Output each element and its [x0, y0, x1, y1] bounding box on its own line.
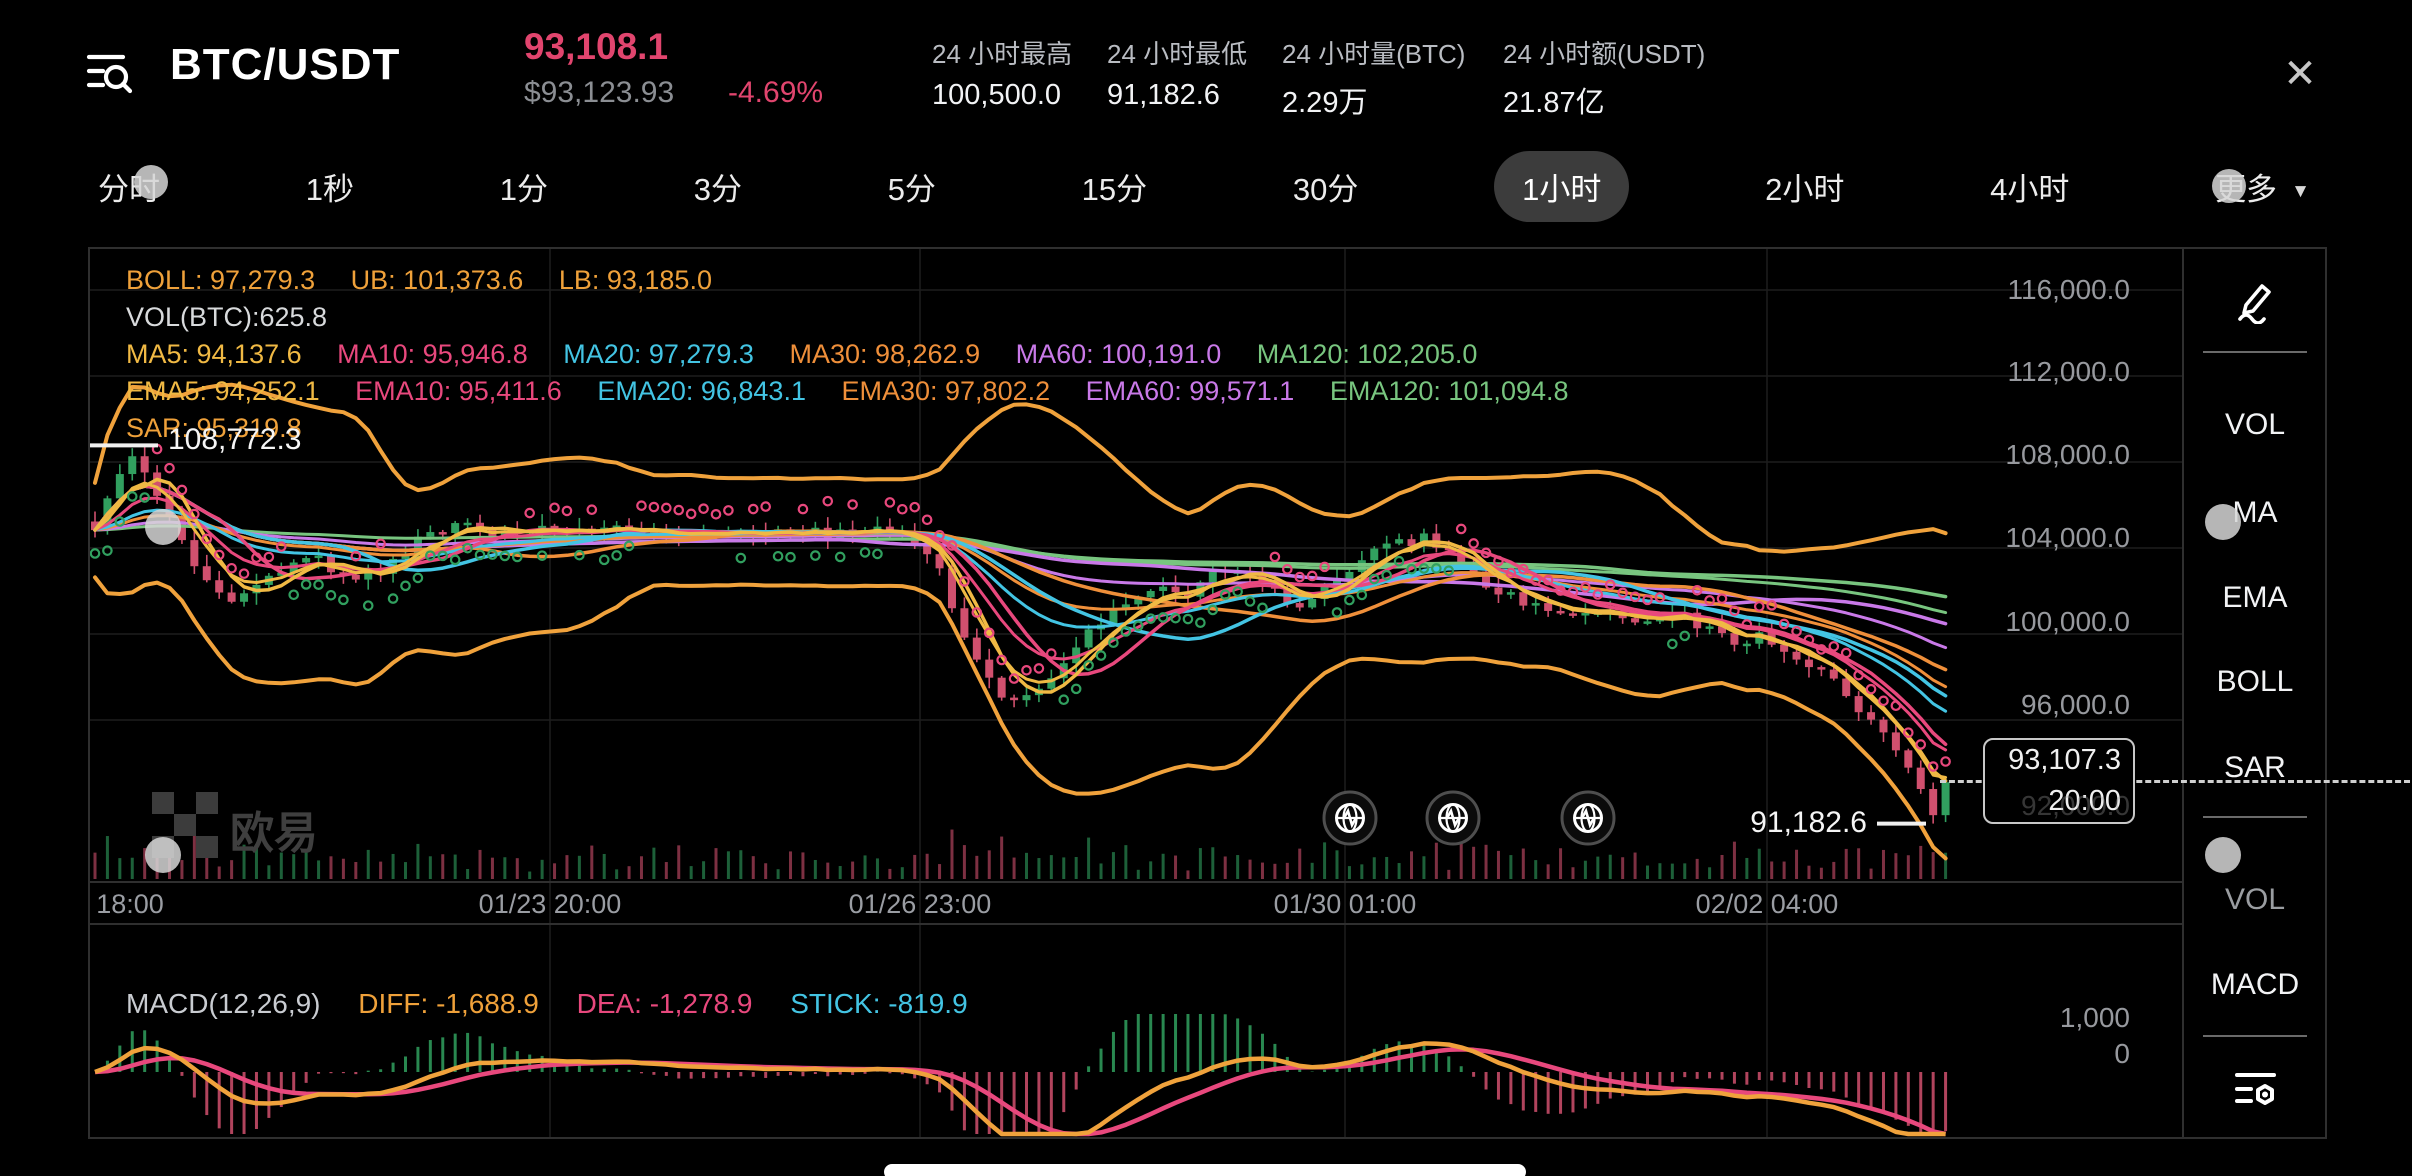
okx-logo-watermark: [152, 792, 218, 858]
watermark-text: 欧易: [230, 809, 318, 858]
more-label: 更多: [2215, 171, 2278, 207]
macd-readout: MACD(12,26,9) DIFF: -1,688.9 DEA: -1,278…: [126, 986, 998, 1022]
sidebar-item-macd[interactable]: MACD: [2210, 968, 2300, 1001]
stat-label: 24 小时额(USDT): [1503, 39, 1706, 69]
tab-more[interactable]: 更多 ▼: [2205, 151, 2320, 222]
macd-title: MACD(12,26,9): [126, 988, 321, 1019]
y-axis-label: 116,000.0: [2007, 274, 2131, 305]
last-price: 93,108.1: [524, 26, 669, 67]
event-globe-icon[interactable]: [1321, 789, 1379, 847]
x-axis-label: 18:00: [96, 889, 164, 919]
change-percent: -4.69%: [728, 76, 824, 109]
stat-value: 21.87亿: [1503, 87, 1605, 119]
y-axis-label: 96,000.0: [2021, 689, 2130, 720]
tab-1s[interactable]: 1秒: [305, 171, 354, 207]
pair-title: BTC/USDT: [170, 40, 401, 89]
sidebar-item-sar[interactable]: SAR: [2224, 751, 2286, 784]
stat-24h-low: 24 小时最低 91,182.6: [1107, 34, 1337, 112]
tab-1h-active[interactable]: 1小时: [1494, 150, 1630, 222]
low-price-label: 91,182.6: [1750, 806, 1867, 839]
sidebar-item-boll[interactable]: BOLL: [2216, 665, 2294, 698]
indicator-settings-icon[interactable]: [2232, 1067, 2278, 1113]
y-axis-label: 100,000.0: [2005, 606, 2130, 637]
sidebar-item-ma[interactable]: MA: [2232, 496, 2278, 529]
y-axis-label: 104,000.0: [2005, 522, 2130, 553]
sidebar-divider: [2203, 816, 2307, 818]
tab-4h[interactable]: 4小时: [1990, 171, 2070, 207]
x-axis-label: 01/30 01:00: [1273, 889, 1417, 919]
high-price-label: 108,772.3: [168, 423, 302, 456]
stat-value: 2.29万: [1282, 87, 1368, 119]
menu-search-glyph: [86, 54, 133, 94]
stat-label: 24 小时量(BTC): [1282, 39, 1466, 69]
usd-price: $93,123.93: [524, 76, 675, 109]
indicator-sidebar: VOL MA EMA BOLL SAR VOL MACD: [2183, 247, 2327, 1139]
last-price-tag-price: 93,107.3: [2008, 744, 2121, 776]
x-axis-label: 02/02 04:00: [1695, 889, 1839, 919]
tab-1m[interactable]: 1分: [499, 171, 548, 207]
tab-5m[interactable]: 5分: [887, 171, 936, 207]
stat-label: 24 小时最低: [1107, 39, 1248, 69]
event-globe-icon[interactable]: [1424, 789, 1482, 847]
stat-value: 91,182.6: [1107, 79, 1220, 111]
macd-stick: STICK: -819.9: [790, 988, 968, 1019]
last-price-tag-time: 20:00: [2048, 785, 2121, 817]
market-list-search-icon[interactable]: [86, 50, 134, 98]
tab-15m[interactable]: 15分: [1081, 171, 1148, 207]
tab-fenshi[interactable]: 分时: [98, 171, 160, 207]
candlestick-chart-canvas[interactable]: [88, 247, 2327, 1139]
macd-axis-label: 1,000: [2059, 1002, 2130, 1033]
home-indicator-bar: [884, 1164, 1526, 1176]
close-icon[interactable]: ✕: [2283, 52, 2317, 96]
stat-label: 24 小时最高: [932, 39, 1073, 69]
y-axis-label: 112,000.0: [2007, 356, 2131, 387]
last-price-dashed-line: [1940, 780, 2410, 783]
stat-value: 100,500.0: [932, 79, 1062, 111]
macd-dea: DEA: -1,278.9: [576, 988, 753, 1019]
stat-24h-high: 24 小时最高 100,500.0: [932, 34, 1162, 112]
sidebar-divider: [2203, 351, 2307, 353]
stat-24h-volume-btc: 24 小时量(BTC) 2.29万: [1282, 34, 1512, 121]
tab-30m[interactable]: 30分: [1292, 171, 1359, 207]
sidebar-divider: [2203, 1035, 2307, 1037]
sidebar-item-vol-sub[interactable]: VOL: [2224, 883, 2286, 916]
tab-3m[interactable]: 3分: [693, 171, 742, 207]
draw-pencil-icon[interactable]: [2232, 278, 2278, 325]
sidebar-item-ema[interactable]: EMA: [2222, 581, 2288, 614]
timeframe-tabs: 分时 1秒 1分 3分 5分 15分 30分 1小时 2小时 4小时 更多 ▼: [88, 150, 2320, 222]
tab-2h[interactable]: 2小时: [1765, 171, 1845, 207]
stat-24h-turnover-usdt: 24 小时额(USDT) 21.87亿: [1503, 34, 1733, 121]
y-axis-label: 108,000.0: [2005, 439, 2130, 470]
chevron-down-icon: ▼: [2291, 180, 2310, 202]
event-globe-icon[interactable]: [1559, 789, 1617, 847]
macd-diff: DIFF: -1,688.9: [358, 988, 539, 1019]
x-axis-label: 01/23 20:00: [478, 889, 622, 919]
x-axis-label: 01/26 23:00: [848, 889, 992, 919]
last-price-tag: 93,107.3 20:00: [1983, 738, 2135, 824]
sidebar-item-vol[interactable]: VOL: [2224, 408, 2286, 441]
macd-axis-label: 0: [2114, 1038, 2130, 1069]
